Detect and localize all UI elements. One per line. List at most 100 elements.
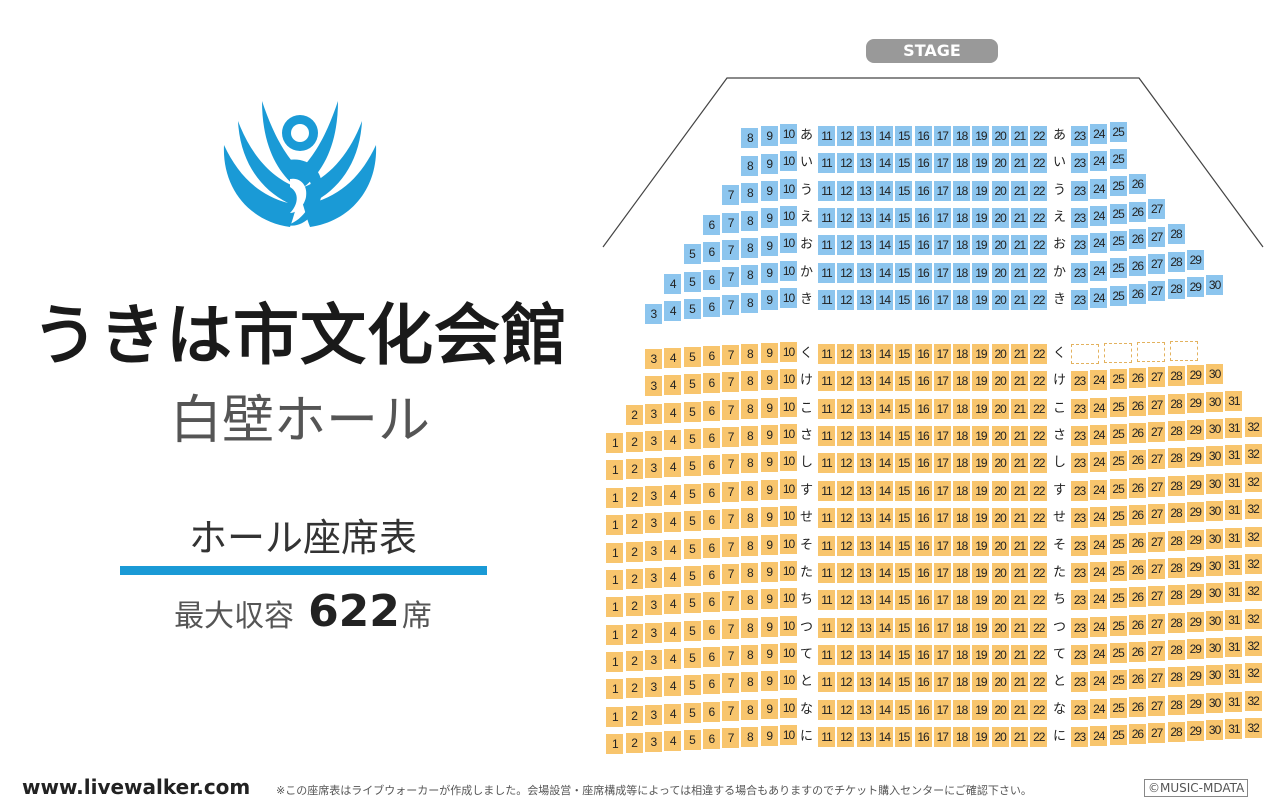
seat-そ-14[interactable]: 14 — [875, 535, 893, 556]
seat-お-25[interactable]: 25 — [1109, 231, 1127, 251]
seat-ち-18[interactable]: 18 — [953, 590, 971, 611]
seat-つ-14[interactable]: 14 — [875, 617, 893, 638]
seat-さ-21[interactable]: 21 — [1011, 426, 1028, 447]
seat-せ-20[interactable]: 20 — [991, 508, 1009, 529]
seat-お-10[interactable]: 10 — [780, 233, 797, 254]
seat-せ-9[interactable]: 9 — [760, 507, 778, 528]
seat-に-10[interactable]: 10 — [780, 724, 797, 745]
seat-に-19[interactable]: 19 — [972, 726, 990, 747]
seat-け-19[interactable]: 19 — [972, 371, 990, 392]
seat-ち-14[interactable]: 14 — [875, 590, 893, 611]
seat-そ-23[interactable]: 23 — [1071, 535, 1088, 556]
seat-て-21[interactable]: 21 — [1011, 644, 1028, 665]
seat-さ-24[interactable]: 24 — [1090, 425, 1108, 446]
seat-こ-14[interactable]: 14 — [875, 398, 893, 419]
seat-し-23[interactable]: 23 — [1071, 453, 1088, 474]
seat-す-3[interactable]: 3 — [644, 485, 662, 506]
seat-な-5[interactable]: 5 — [683, 702, 701, 723]
seat-た-2[interactable]: 2 — [625, 568, 643, 589]
seat-う-7[interactable]: 7 — [722, 185, 740, 206]
seat-ち-21[interactable]: 21 — [1011, 590, 1028, 611]
seat-さ-15[interactable]: 15 — [895, 426, 913, 447]
seat-に-29[interactable]: 29 — [1186, 720, 1204, 741]
seat-と-1[interactable]: 1 — [606, 679, 624, 700]
seat-け-12[interactable]: 12 — [837, 371, 855, 392]
seat-こ-19[interactable]: 19 — [972, 398, 990, 419]
seat-そ-28[interactable]: 28 — [1167, 530, 1185, 551]
seat-て-23[interactable]: 23 — [1071, 644, 1088, 665]
seat-た-24[interactable]: 24 — [1090, 561, 1108, 582]
seat-か-4[interactable]: 4 — [664, 273, 682, 294]
seat-き-16[interactable]: 16 — [914, 290, 932, 311]
seat-と-27[interactable]: 27 — [1148, 668, 1166, 689]
seat-に-30[interactable]: 30 — [1206, 719, 1224, 740]
seat-い-12[interactable]: 12 — [837, 153, 855, 174]
seat-か-29[interactable]: 29 — [1186, 249, 1204, 270]
seat-か-26[interactable]: 26 — [1128, 256, 1146, 277]
seat-せ-16[interactable]: 16 — [914, 508, 932, 529]
seat-か-19[interactable]: 19 — [972, 262, 990, 283]
seat-あ-18[interactable]: 18 — [953, 126, 971, 146]
seat-い-8[interactable]: 8 — [741, 155, 759, 176]
seat-た-30[interactable]: 30 — [1206, 555, 1224, 576]
seat-お-7[interactable]: 7 — [722, 240, 740, 260]
seat-に-15[interactable]: 15 — [895, 726, 913, 747]
seat-ち-30[interactable]: 30 — [1206, 583, 1224, 604]
seat-あ-10[interactable]: 10 — [780, 124, 797, 144]
seat-き-15[interactable]: 15 — [895, 290, 913, 311]
seat-い-15[interactable]: 15 — [895, 153, 913, 174]
seat-せ-32[interactable]: 32 — [1244, 499, 1262, 520]
seat-か-21[interactable]: 21 — [1011, 262, 1028, 283]
seat-い-10[interactable]: 10 — [780, 151, 797, 172]
seat-け-5[interactable]: 5 — [683, 374, 701, 395]
seat-ち-23[interactable]: 23 — [1071, 590, 1088, 611]
seat-つ-21[interactable]: 21 — [1011, 617, 1028, 638]
seat-す-2[interactable]: 2 — [625, 486, 643, 507]
seat-た-16[interactable]: 16 — [914, 562, 932, 583]
seat-し-31[interactable]: 31 — [1225, 445, 1243, 466]
seat-ち-19[interactable]: 19 — [972, 590, 990, 611]
seat-な-11[interactable]: 11 — [818, 699, 835, 720]
seat-て-6[interactable]: 6 — [702, 646, 720, 667]
seat-こ-18[interactable]: 18 — [953, 398, 971, 419]
seat-う-9[interactable]: 9 — [760, 180, 778, 201]
seat-け-7[interactable]: 7 — [722, 372, 740, 393]
seat-え-24[interactable]: 24 — [1090, 205, 1108, 226]
seat-か-6[interactable]: 6 — [702, 269, 720, 290]
seat-す-32[interactable]: 32 — [1244, 471, 1262, 492]
seat-し-1[interactable]: 1 — [606, 460, 624, 481]
seat-て-14[interactable]: 14 — [875, 644, 893, 665]
seat-さ-10[interactable]: 10 — [780, 424, 797, 445]
seat-ち-29[interactable]: 29 — [1186, 584, 1204, 605]
seat-た-12[interactable]: 12 — [837, 562, 855, 583]
seat-さ-1[interactable]: 1 — [606, 433, 624, 454]
seat-ち-24[interactable]: 24 — [1090, 589, 1108, 610]
seat-ち-7[interactable]: 7 — [722, 591, 740, 612]
seat-な-4[interactable]: 4 — [664, 703, 682, 724]
seat-あ-11[interactable]: 11 — [818, 126, 835, 146]
seat-つ-32[interactable]: 32 — [1244, 608, 1262, 629]
seat-こ-2[interactable]: 2 — [625, 404, 643, 425]
seat-く-16[interactable]: 16 — [914, 344, 932, 364]
seat-え-25[interactable]: 25 — [1109, 203, 1127, 224]
seat-く-14[interactable]: 14 — [875, 344, 893, 364]
seat-け-15[interactable]: 15 — [895, 371, 913, 392]
seat-う-18[interactable]: 18 — [953, 180, 971, 201]
seat-え-17[interactable]: 17 — [933, 208, 951, 229]
seat-す-17[interactable]: 17 — [933, 480, 951, 501]
seat-い-16[interactable]: 16 — [914, 153, 932, 174]
seat-ち-26[interactable]: 26 — [1128, 587, 1146, 608]
seat-す-8[interactable]: 8 — [741, 480, 759, 501]
seat-て-8[interactable]: 8 — [741, 644, 759, 665]
seat-た-1[interactable]: 1 — [606, 569, 624, 590]
seat-た-15[interactable]: 15 — [895, 562, 913, 583]
seat-そ-10[interactable]: 10 — [780, 533, 797, 554]
seat-こ-25[interactable]: 25 — [1109, 396, 1127, 417]
seat-さ-17[interactable]: 17 — [933, 426, 951, 447]
seat-そ-15[interactable]: 15 — [895, 535, 913, 556]
seat-お-22[interactable]: 22 — [1030, 235, 1048, 256]
seat-あ-8[interactable]: 8 — [741, 128, 759, 149]
seat-せ-2[interactable]: 2 — [625, 514, 643, 535]
seat-か-18[interactable]: 18 — [953, 262, 971, 283]
seat-た-6[interactable]: 6 — [702, 564, 720, 585]
